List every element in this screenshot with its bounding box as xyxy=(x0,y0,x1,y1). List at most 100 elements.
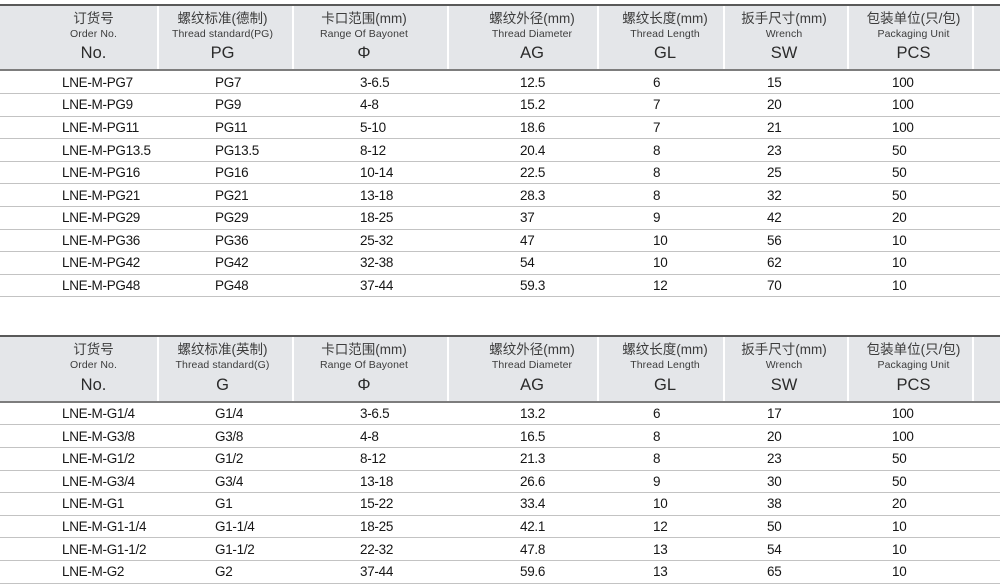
header-en-label: Wrench xyxy=(765,359,803,372)
cell-thread-length: 8 xyxy=(598,183,724,207)
imperial-g-spec-table: 订货号 Order No. No. 螺纹标准(英制) Thread standard(G… xyxy=(0,335,1000,584)
table-row: LNE-M-G1/2 G1/2 8-12 21.3 8 23 50 xyxy=(0,447,1000,471)
cell-thread-length: 8 xyxy=(598,138,724,162)
cell-order-no: LNE-M-PG36 xyxy=(0,229,158,253)
table-body: LNE-M-PG7 PG7 3-6.5 12.5 6 15 100 LNE-M-PG9 PG9 4… xyxy=(0,70,1000,298)
cell-packaging-unit: 50 xyxy=(848,470,1000,494)
header-thread-length: 螺纹长度(mm) Thread Length GL xyxy=(597,3,724,72)
header-code-label: No. xyxy=(80,44,107,63)
table-body: LNE-M-G1/4 G1/4 3-6.5 13.2 6 17 100 LNE-M-G3/8 G… xyxy=(0,401,1000,584)
header-en-label: Packaging Unit xyxy=(877,359,950,372)
header-cn-label: 螺纹长度(mm) xyxy=(622,11,708,26)
header-cn-label: 订货号 xyxy=(73,11,114,26)
header-cn-label: 扳手尺寸(mm) xyxy=(741,11,827,26)
cell-packaging-unit: 100 xyxy=(848,70,1000,95)
cell-wrench-size: 23 xyxy=(724,138,848,162)
cell-thread-standard: PG36 xyxy=(158,229,293,253)
header-code-label: PCS xyxy=(896,44,931,63)
cell-thread-standard: G1-1/4 xyxy=(158,515,293,539)
cell-thread-diameter: 37 xyxy=(448,206,598,230)
cell-thread-diameter: 13.2 xyxy=(448,401,598,426)
cell-bayonet-range: 8-12 xyxy=(293,138,448,162)
cell-thread-standard: G2 xyxy=(158,560,293,584)
cell-thread-diameter: 42.1 xyxy=(448,515,598,539)
cell-order-no: LNE-M-PG11 xyxy=(0,116,158,140)
header-code-label: G xyxy=(216,375,229,394)
cell-bayonet-range: 13-18 xyxy=(293,470,448,494)
cell-thread-length: 10 xyxy=(598,492,724,516)
header-code-label: Φ xyxy=(357,44,371,63)
cell-thread-diameter: 21.3 xyxy=(448,447,598,471)
cell-thread-length: 7 xyxy=(598,93,724,117)
header-thread-length: 螺纹长度(mm) Thread Length GL xyxy=(597,335,724,403)
cell-thread-diameter: 12.5 xyxy=(448,70,598,95)
cell-wrench-size: 30 xyxy=(724,470,848,494)
cell-thread-diameter: 20.4 xyxy=(448,138,598,162)
header-en-label: Order No. xyxy=(70,359,117,372)
cell-thread-diameter: 47.8 xyxy=(448,537,598,561)
cell-packaging-unit: 100 xyxy=(848,401,1000,426)
cell-order-no: LNE-M-G1-1/2 xyxy=(0,537,158,561)
cell-bayonet-range: 10-14 xyxy=(293,161,448,185)
header-en-label: Packaging Unit xyxy=(877,27,950,40)
cell-thread-standard: G1/2 xyxy=(158,447,293,471)
cell-bayonet-range: 18-25 xyxy=(293,206,448,230)
cell-thread-standard: PG16 xyxy=(158,161,293,185)
cell-thread-standard: G1-1/2 xyxy=(158,537,293,561)
cell-wrench-size: 21 xyxy=(724,116,848,140)
table-header: 订货号 Order No. No. 螺纹标准(英制) Thread standard(G… xyxy=(0,335,1000,403)
table-row: LNE-M-PG21 PG21 13-18 28.3 8 32 50 xyxy=(0,183,1000,207)
table-row: LNE-M-G1-1/2 G1-1/2 22-32 47.8 13 54 10 xyxy=(0,537,1000,561)
cell-bayonet-range: 18-25 xyxy=(293,515,448,539)
cell-packaging-unit: 50 xyxy=(848,183,1000,207)
cell-wrench-size: 20 xyxy=(724,424,848,448)
cell-order-no: LNE-M-PG48 xyxy=(0,274,158,298)
table-row: LNE-M-G1-1/4 G1-1/4 18-25 42.1 12 50 10 xyxy=(0,515,1000,539)
cell-thread-length: 8 xyxy=(598,161,724,185)
header-code-label: GL xyxy=(653,375,676,394)
cell-order-no: LNE-M-PG42 xyxy=(0,251,158,275)
header-thread-standard: 螺纹标准(德制) Thread standard(PG) PG xyxy=(157,3,293,72)
cell-thread-length: 10 xyxy=(598,251,724,275)
header-bayonet-range: 卡口范围(mm) Range Of Bayonet Φ xyxy=(292,3,448,72)
cell-packaging-unit: 10 xyxy=(848,537,1000,561)
cell-thread-length: 8 xyxy=(598,447,724,471)
cell-bayonet-range: 3-6.5 xyxy=(293,70,448,95)
cell-wrench-size: 54 xyxy=(724,537,848,561)
cell-packaging-unit: 10 xyxy=(848,560,1000,584)
cell-bayonet-range: 22-32 xyxy=(293,537,448,561)
header-en-label: Thread Diameter xyxy=(491,27,573,40)
cell-thread-standard: PG7 xyxy=(158,70,293,95)
header-packaging-unit: 包装单位(只/包) Packaging Unit PCS xyxy=(847,3,1000,72)
cell-thread-standard: PG9 xyxy=(158,93,293,117)
cell-thread-diameter: 59.6 xyxy=(448,560,598,584)
cell-packaging-unit: 100 xyxy=(848,93,1000,117)
cell-thread-length: 12 xyxy=(598,274,724,298)
header-en-label: Range Of Bayonet xyxy=(320,359,408,372)
cell-thread-diameter: 26.6 xyxy=(448,470,598,494)
cell-wrench-size: 20 xyxy=(724,93,848,117)
cell-packaging-unit: 10 xyxy=(848,515,1000,539)
header-en-label: Thread Length xyxy=(630,27,700,40)
table-row: LNE-M-G2 G2 37-44 59.6 13 65 10 xyxy=(0,560,1000,584)
cell-order-no: LNE-M-G1 xyxy=(0,492,158,516)
table-row: LNE-M-G3/8 G3/8 4-8 16.5 8 20 100 xyxy=(0,424,1000,448)
header-code-label: PCS xyxy=(896,375,931,394)
cell-order-no: LNE-M-PG16 xyxy=(0,161,158,185)
cell-thread-length: 10 xyxy=(598,229,724,253)
header-en-label: Thread Length xyxy=(630,359,700,372)
cell-wrench-size: 17 xyxy=(724,401,848,426)
cell-packaging-unit: 10 xyxy=(848,251,1000,275)
header-code-label: GL xyxy=(653,44,676,63)
header-en-label: Thread standard(PG) xyxy=(171,27,274,40)
header-en-label: Thread standard(G) xyxy=(175,359,270,372)
header-code-label: AG xyxy=(520,375,544,394)
table-row: LNE-M-PG16 PG16 10-14 22.5 8 25 50 xyxy=(0,161,1000,185)
table-row: LNE-M-PG29 PG29 18-25 37 9 42 20 xyxy=(0,206,1000,230)
header-code-label: No. xyxy=(80,375,107,394)
cell-packaging-unit: 100 xyxy=(848,424,1000,448)
cell-thread-diameter: 47 xyxy=(448,229,598,253)
cell-packaging-unit: 100 xyxy=(848,116,1000,140)
header-thread-diameter: 螺纹外径(mm) Thread Diameter AG xyxy=(447,335,598,403)
header-cn-label: 卡口范围(mm) xyxy=(321,342,407,358)
